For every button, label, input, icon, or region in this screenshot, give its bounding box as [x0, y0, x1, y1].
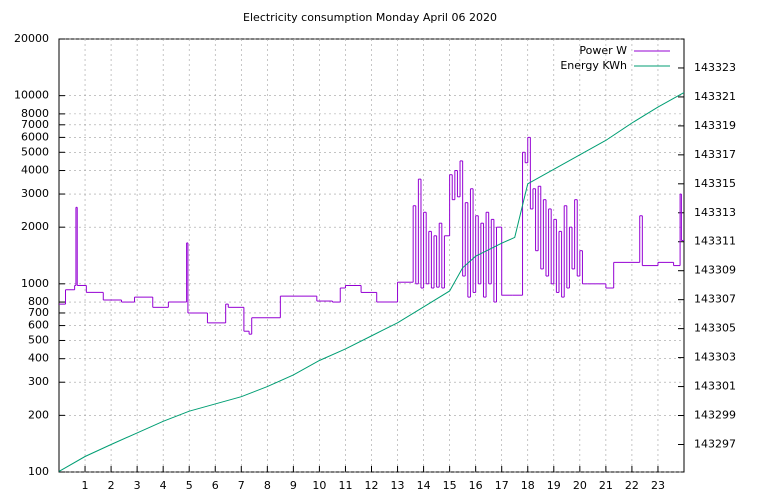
- x-tick-label: 17: [495, 479, 509, 492]
- energy-line: [58, 92, 685, 472]
- y-tick-label: 700: [28, 306, 49, 319]
- x-tick-label: 18: [521, 479, 535, 492]
- y2-tick-label: 143317: [694, 148, 736, 161]
- x-tick-label: 23: [651, 479, 665, 492]
- y2-tick-label: 143315: [694, 177, 736, 190]
- y2-tick-label: 143307: [694, 293, 736, 306]
- y-tick-label: 10000: [14, 89, 49, 102]
- y2-tick-label: 143321: [694, 90, 736, 103]
- y2-tick-label: 143305: [694, 322, 736, 335]
- y-tick-label: 8000: [21, 107, 49, 120]
- y-tick-label: 600: [28, 319, 49, 332]
- x-tick-label: 1: [82, 479, 89, 492]
- y-tick-label: 3000: [21, 187, 49, 200]
- legend-label: Energy KWh: [560, 59, 627, 72]
- x-tick-label: 15: [443, 479, 457, 492]
- x-tick-label: 3: [134, 479, 141, 492]
- legend-label: Power W: [579, 44, 627, 57]
- y-tick-label: 300: [28, 375, 49, 388]
- chart-title: Electricity consumption Monday April 06 …: [243, 11, 497, 24]
- x-tick-label: 22: [625, 479, 639, 492]
- x-tick-label: 5: [186, 479, 193, 492]
- y-tick-label: 500: [28, 333, 49, 346]
- y-tick-label: 5000: [21, 145, 49, 158]
- y2-tick-label: 143313: [694, 206, 736, 219]
- x-tick-label: 2: [108, 479, 115, 492]
- y-tick-label: 100: [28, 465, 49, 478]
- x-tick-label: 4: [160, 479, 167, 492]
- x-tick-label: 7: [238, 479, 245, 492]
- x-tick-label: 21: [599, 479, 613, 492]
- y2-tick-label: 143323: [694, 61, 736, 74]
- y-tick-label: 20000: [14, 32, 49, 45]
- x-tick-label: 20: [573, 479, 587, 492]
- y2-tick-label: 143297: [694, 437, 736, 450]
- y2-tick-label: 143319: [694, 119, 736, 132]
- x-tick-label: 19: [547, 479, 561, 492]
- y2-tick-label: 143301: [694, 380, 736, 393]
- y-tick-label: 400: [28, 352, 49, 365]
- x-tick-label: 13: [391, 479, 405, 492]
- y-tick-label: 4000: [21, 164, 49, 177]
- y-tick-label: 800: [28, 295, 49, 308]
- y2-tick-label: 143299: [694, 409, 736, 422]
- x-tick-label: 10: [312, 479, 326, 492]
- y-tick-label: 6000: [21, 130, 49, 143]
- y-tick-label: 1000: [21, 277, 49, 290]
- x-tick-label: 9: [290, 479, 297, 492]
- y2-tick-label: 143311: [694, 235, 736, 248]
- x-tick-label: 14: [417, 479, 431, 492]
- y2-tick-label: 143303: [694, 351, 736, 364]
- x-tick-label: 8: [264, 479, 271, 492]
- x-tick-label: 6: [212, 479, 219, 492]
- y2-tick-label: 143309: [694, 264, 736, 277]
- y-tick-label: 2000: [21, 220, 49, 233]
- y-tick-label: 200: [28, 408, 49, 421]
- x-tick-label: 16: [469, 479, 483, 492]
- x-tick-label: 12: [365, 479, 379, 492]
- y-tick-label: 7000: [21, 118, 49, 131]
- x-tick-label: 11: [338, 479, 352, 492]
